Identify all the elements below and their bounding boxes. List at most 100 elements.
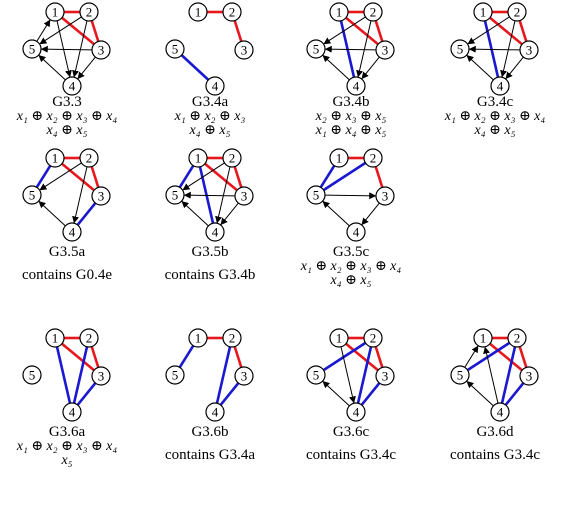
node-1: 1 — [329, 328, 349, 348]
caption-g3-5a: G3.5a contains G0.4e — [0, 244, 137, 283]
arc-2-to-5 — [467, 16, 510, 45]
node-5: 5 — [450, 365, 470, 385]
graph-name: G3.5b — [191, 244, 229, 260]
arc-4-to-5 — [466, 380, 494, 407]
red-edge-2-3 — [518, 20, 528, 42]
blue-edge-1-5 — [178, 344, 195, 369]
blue-edge-2-5 — [466, 341, 511, 372]
node-2: 2 — [79, 2, 99, 22]
node-circle — [79, 328, 99, 348]
node-label: 3 — [526, 369, 533, 384]
node-2: 2 — [363, 328, 383, 348]
node-4: 4 — [62, 402, 82, 422]
node-label: 3 — [98, 43, 105, 58]
node-2: 2 — [363, 2, 383, 22]
red-edge-1-3 — [489, 342, 523, 372]
arc-5-to-3 — [324, 192, 377, 200]
blue-edge-2-4 — [500, 346, 517, 404]
node-circle — [473, 328, 493, 348]
node-1: 1 — [45, 328, 65, 348]
arc-2-to-4 — [215, 166, 231, 224]
formula-line: x₄ ⊕ x₅ — [189, 123, 231, 138]
graph-name: G3.3 — [52, 94, 82, 110]
graph-g3-4a: 1 2 3 4 5 — [165, 2, 254, 96]
arc-2-to-4 — [356, 20, 372, 78]
graph-g3-5c: 1 2 3 4 5 — [306, 148, 395, 242]
blue-edge-2-5 — [322, 161, 367, 192]
node-4: 4 — [490, 76, 510, 96]
node-3: 3 — [375, 40, 395, 60]
node-circle — [205, 76, 225, 96]
red-edge-2-3 — [374, 20, 384, 42]
node-4: 4 — [205, 76, 225, 96]
blue-edge-2-5 — [322, 341, 367, 372]
node-4: 4 — [62, 222, 82, 242]
graph-g3-5b: 1 2 3 4 5 — [165, 148, 254, 242]
node-1: 1 — [188, 2, 208, 22]
blue-edge-5-4 — [180, 54, 210, 81]
node-circle — [329, 2, 349, 22]
node-circle — [165, 365, 185, 385]
red-edge-1-3 — [345, 342, 379, 372]
formula-line: x₁ ⊕ x₂ ⊕ x₃ ⊕ x₄ — [300, 259, 402, 274]
node-circle — [346, 76, 366, 96]
node-label: 5 — [457, 42, 464, 57]
node-label: 5 — [172, 42, 179, 57]
arc-2-to-5 — [182, 162, 225, 191]
blue-edge-2-4 — [356, 346, 373, 404]
node-label: 5 — [172, 368, 179, 383]
node-5: 5 — [22, 365, 42, 385]
graph-name: G3.6d — [476, 424, 514, 440]
arc-2-to-5 — [39, 162, 82, 191]
graph-g3-6b: 1 2 3 4 5 — [165, 328, 254, 422]
node-circle — [346, 402, 366, 422]
red-edge-2-3 — [90, 166, 100, 188]
node-label: 1 — [52, 151, 59, 166]
red-edge-2-3 — [233, 20, 243, 42]
node-circle — [363, 2, 383, 22]
formula-line: x₁ ⊕ x₂ ⊕ x₃ ⊕ x₄ — [16, 109, 118, 124]
graph-g3-6d: 1 2 3 4 5 — [450, 328, 539, 422]
arc-2-to-4 — [500, 20, 516, 78]
blue-edge-3-4 — [360, 382, 381, 406]
graph-name: G3.4c — [476, 94, 514, 110]
caption-g3-6b: G3.6b contains G3.4a — [140, 424, 280, 463]
node-5: 5 — [450, 39, 470, 59]
graph-g3-6c: 1 2 3 4 5 — [306, 328, 395, 422]
node-label: 2 — [229, 331, 236, 346]
node-5: 5 — [306, 39, 326, 59]
arc-4-to-5 — [322, 54, 350, 81]
node-label: 3 — [526, 43, 533, 58]
node-circle — [22, 185, 42, 205]
node-2: 2 — [79, 148, 99, 168]
arc-1-to-4 — [340, 346, 356, 404]
node-label: 4 — [353, 405, 360, 420]
formula-line: x₁ ⊕ x₂ ⊕ x₃ ⊕ x₄ — [16, 439, 118, 454]
node-circle — [79, 2, 99, 22]
node-3: 3 — [519, 366, 539, 386]
node-circle — [490, 402, 510, 422]
node-label: 4 — [69, 405, 76, 420]
red-edge-2-3 — [90, 20, 100, 42]
node-circle — [363, 148, 383, 168]
node-circle — [375, 186, 395, 206]
red-edge-2-3 — [374, 346, 384, 368]
node-1: 1 — [188, 148, 208, 168]
node-circle — [306, 365, 326, 385]
node-circle — [188, 148, 208, 168]
node-3: 3 — [91, 40, 111, 60]
formula-line: x₁ ⊕ x₄ ⊕ x₅ — [315, 123, 387, 138]
node-label: 5 — [29, 368, 36, 383]
graph-g3-3: 1 2 3 4 5 — [22, 2, 111, 96]
node-label: 2 — [370, 5, 377, 20]
node-label: 3 — [241, 369, 248, 384]
node-label: 2 — [86, 331, 93, 346]
graph-g3-6a: 1 2 3 4 5 — [22, 328, 111, 422]
node-1: 1 — [45, 2, 65, 22]
node-circle — [450, 365, 470, 385]
red-edge-1-3 — [61, 342, 95, 372]
graph-g3-5a: 1 2 3 4 5 — [22, 148, 111, 242]
formula-line: x₁ ⊕ x₂ ⊕ x₃ ⊕ x₄ — [444, 109, 546, 124]
graph-name: G3.6c — [332, 424, 370, 440]
node-label: 2 — [86, 5, 93, 20]
